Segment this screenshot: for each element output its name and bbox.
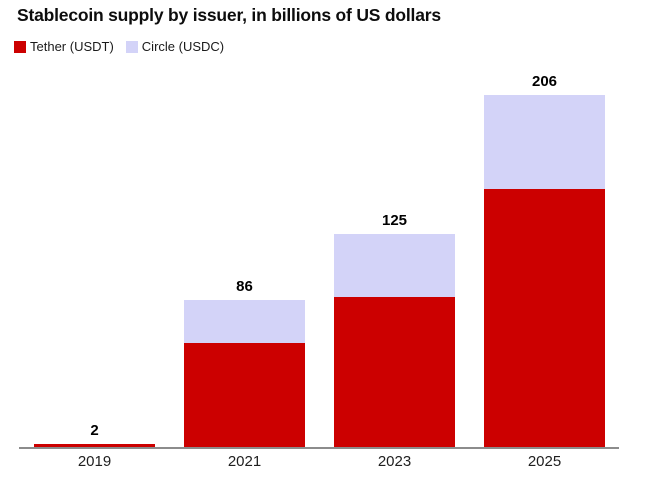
bar-segment-circle (334, 234, 455, 297)
bar-group: 125 (334, 212, 455, 447)
legend-label-tether: Tether (USDT) (30, 39, 114, 54)
x-axis-label: 2023 (377, 453, 412, 470)
bar-segment-tether (184, 343, 305, 447)
legend-swatch-circle (125, 40, 138, 53)
bar-segment-tether (484, 189, 605, 447)
bar-value-label: 2 (90, 422, 99, 439)
bar-segment-circle (484, 95, 605, 189)
bar-group: 2 (34, 422, 155, 447)
legend-item-circle: Circle (USDC) (125, 39, 225, 54)
bar-group: 86 (184, 278, 305, 447)
x-axis-label: 2025 (527, 453, 562, 470)
bar-group: 206 (484, 73, 605, 447)
legend-label-circle: Circle (USDC) (141, 39, 225, 54)
legend-item-tether: Tether (USDT) (14, 39, 114, 54)
x-axis-label: 2021 (227, 453, 262, 470)
x-axis-label: 2019 (77, 453, 112, 470)
bar-value-label: 86 (236, 278, 253, 295)
legend-swatch-tether (14, 40, 26, 53)
bar-segment-circle (184, 300, 305, 343)
x-axis-line (19, 447, 619, 449)
bar-value-label: 206 (531, 73, 558, 90)
chart-title: Stablecoin supply by issuer, in billions… (17, 5, 441, 25)
bar-segment-tether (34, 444, 155, 447)
legend: Tether (USDT) Circle (USDC) (14, 39, 224, 54)
bar-segment-tether (334, 297, 455, 447)
bar-value-label: 125 (381, 212, 408, 229)
